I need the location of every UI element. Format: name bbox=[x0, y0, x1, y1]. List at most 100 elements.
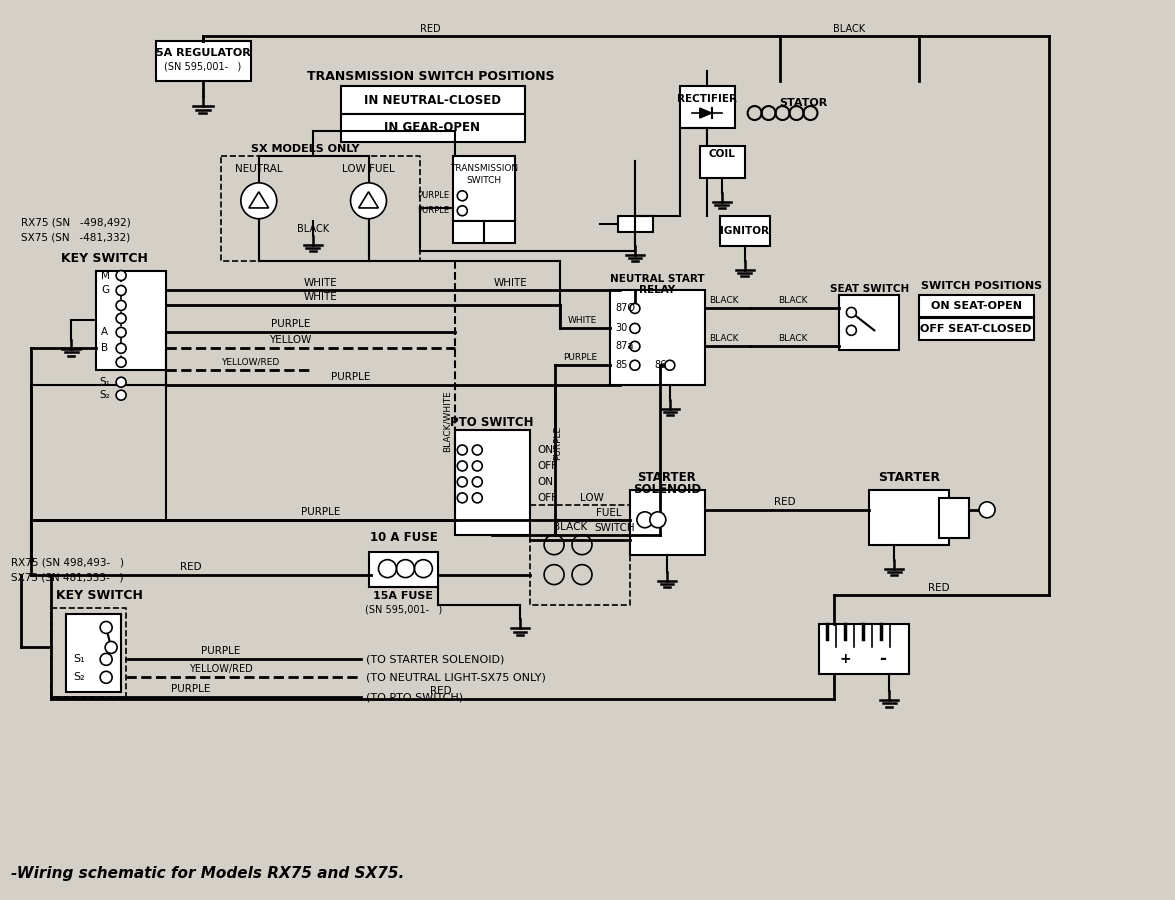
Circle shape bbox=[350, 183, 387, 219]
Bar bbox=[618, 216, 653, 231]
Text: KEY SWITCH: KEY SWITCH bbox=[56, 589, 143, 602]
Text: 87O: 87O bbox=[615, 303, 634, 313]
Circle shape bbox=[472, 493, 482, 503]
Text: STARTER: STARTER bbox=[878, 472, 940, 484]
Text: BLACK: BLACK bbox=[709, 334, 738, 343]
Text: ON: ON bbox=[537, 477, 553, 487]
Text: 87a: 87a bbox=[615, 341, 633, 351]
Text: 10 A FUSE: 10 A FUSE bbox=[370, 531, 437, 544]
Text: PURPLE: PURPLE bbox=[553, 426, 563, 460]
Text: RX75 (SN 498,493-   ): RX75 (SN 498,493- ) bbox=[12, 558, 125, 568]
Circle shape bbox=[457, 206, 468, 216]
Bar bbox=[369, 552, 438, 587]
Bar bbox=[66, 615, 121, 692]
Bar bbox=[456, 430, 530, 535]
Text: (TO STARTER SOLENOID): (TO STARTER SOLENOID) bbox=[365, 654, 504, 664]
Text: BLACK: BLACK bbox=[778, 296, 807, 305]
Circle shape bbox=[630, 360, 640, 370]
Circle shape bbox=[100, 622, 112, 634]
Bar bbox=[341, 114, 525, 142]
Text: PURPLE: PURPLE bbox=[301, 507, 341, 517]
Text: OFF: OFF bbox=[537, 461, 557, 471]
Circle shape bbox=[650, 512, 666, 527]
Bar bbox=[819, 625, 909, 674]
Text: OFF SEAT-CLOSED: OFF SEAT-CLOSED bbox=[920, 324, 1032, 335]
Text: PURPLE: PURPLE bbox=[271, 320, 310, 329]
Text: RECTIFIER: RECTIFIER bbox=[677, 94, 737, 104]
Bar bbox=[610, 291, 705, 385]
Text: 15A FUSE: 15A FUSE bbox=[374, 590, 434, 600]
Text: 86: 86 bbox=[654, 360, 667, 370]
Text: BLACK: BLACK bbox=[296, 224, 329, 234]
Text: SX75 (SN 481,333-   ): SX75 (SN 481,333- ) bbox=[12, 572, 123, 582]
Bar bbox=[700, 146, 745, 178]
Circle shape bbox=[457, 493, 468, 503]
Text: SWITCH: SWITCH bbox=[595, 523, 634, 533]
Text: PURPLE: PURPLE bbox=[331, 373, 370, 382]
Text: WHITE: WHITE bbox=[568, 316, 597, 325]
Circle shape bbox=[105, 642, 118, 653]
Bar bbox=[919, 295, 1034, 318]
Text: M: M bbox=[101, 271, 110, 281]
Circle shape bbox=[846, 308, 857, 318]
Circle shape bbox=[665, 360, 674, 370]
Text: LOW FUEL: LOW FUEL bbox=[342, 164, 395, 174]
Text: YELLOW: YELLOW bbox=[269, 336, 311, 346]
Text: S₂: S₂ bbox=[73, 672, 85, 682]
Circle shape bbox=[116, 301, 126, 310]
Text: NEUTRAL START: NEUTRAL START bbox=[610, 274, 704, 284]
Circle shape bbox=[116, 285, 126, 295]
Text: 30: 30 bbox=[615, 323, 627, 333]
Circle shape bbox=[116, 377, 126, 387]
Text: COIL: COIL bbox=[709, 148, 736, 159]
Bar bbox=[870, 490, 949, 544]
Circle shape bbox=[630, 341, 640, 351]
Bar bbox=[454, 220, 515, 243]
Text: PURPLE: PURPLE bbox=[201, 646, 241, 656]
Text: IGNITOR: IGNITOR bbox=[720, 226, 770, 236]
Text: A: A bbox=[101, 328, 108, 338]
Text: BLACK: BLACK bbox=[833, 24, 866, 34]
Text: S₂: S₂ bbox=[99, 391, 110, 401]
Text: RED: RED bbox=[430, 687, 451, 697]
Text: PURPLE: PURPLE bbox=[417, 192, 449, 201]
Text: +: + bbox=[839, 652, 851, 666]
Text: BLACK: BLACK bbox=[709, 296, 738, 305]
Text: PURPLE: PURPLE bbox=[417, 206, 449, 215]
Text: IN NEUTRAL-CLOSED: IN NEUTRAL-CLOSED bbox=[364, 94, 501, 106]
Text: PTO SWITCH: PTO SWITCH bbox=[450, 416, 533, 428]
Text: (SN 595,001-   ): (SN 595,001- ) bbox=[165, 61, 242, 71]
Text: TRANSMISSION SWITCH POSITIONS: TRANSMISSION SWITCH POSITIONS bbox=[307, 69, 555, 83]
Text: STARTER: STARTER bbox=[637, 472, 696, 484]
Text: RX75 (SN   -498,492): RX75 (SN -498,492) bbox=[21, 218, 132, 228]
Circle shape bbox=[979, 502, 995, 518]
Bar bbox=[341, 86, 525, 114]
Text: YELLOW/RED: YELLOW/RED bbox=[221, 358, 280, 367]
Text: ON: ON bbox=[537, 445, 553, 455]
Text: SWITCH POSITIONS: SWITCH POSITIONS bbox=[921, 281, 1042, 291]
Text: BLACK: BLACK bbox=[553, 522, 588, 532]
Text: SX MODELS ONLY: SX MODELS ONLY bbox=[251, 144, 360, 154]
Circle shape bbox=[457, 191, 468, 201]
Text: (SN 595,001-   ): (SN 595,001- ) bbox=[364, 605, 442, 615]
Text: G: G bbox=[101, 285, 109, 295]
Text: OFF: OFF bbox=[537, 493, 557, 503]
Text: STATOR: STATOR bbox=[779, 98, 828, 108]
Circle shape bbox=[241, 183, 277, 219]
Text: PURPLE: PURPLE bbox=[563, 353, 597, 362]
Text: FUEL: FUEL bbox=[596, 508, 622, 518]
Text: RED: RED bbox=[928, 582, 949, 592]
Text: SWITCH: SWITCH bbox=[466, 176, 502, 185]
Text: S₁: S₁ bbox=[73, 654, 85, 664]
Text: S₁: S₁ bbox=[99, 377, 110, 387]
Text: PURPLE: PURPLE bbox=[172, 684, 210, 694]
Circle shape bbox=[116, 271, 126, 281]
Bar bbox=[939, 498, 969, 537]
Text: B: B bbox=[101, 343, 108, 354]
Bar bbox=[919, 319, 1034, 340]
Circle shape bbox=[630, 323, 640, 333]
Circle shape bbox=[846, 326, 857, 336]
Bar bbox=[454, 156, 515, 220]
Text: IN GEAR-OPEN: IN GEAR-OPEN bbox=[384, 122, 481, 134]
Circle shape bbox=[100, 653, 112, 665]
